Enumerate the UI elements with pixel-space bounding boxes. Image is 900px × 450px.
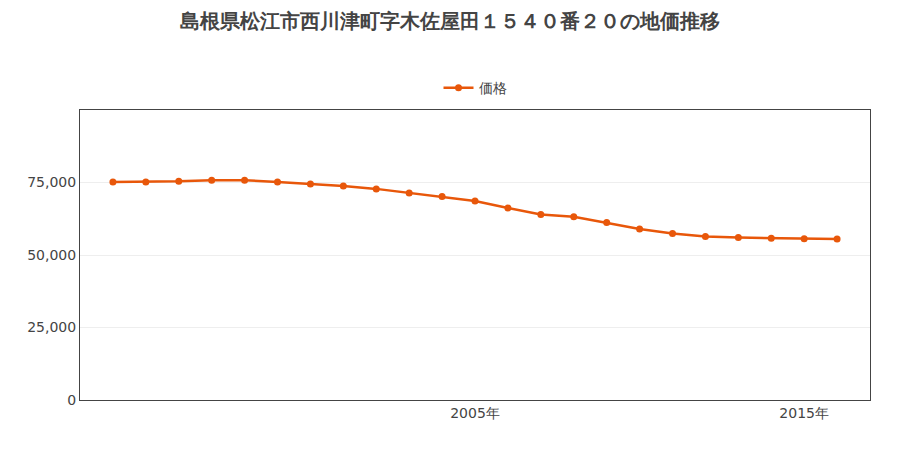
svg-text:2015年: 2015年 [779,405,829,421]
svg-text:2005年: 2005年 [450,405,500,421]
svg-text:0: 0 [67,392,76,408]
svg-text:価格: 価格 [479,80,507,96]
svg-text:75,000: 75,000 [27,174,76,190]
svg-text:25,000: 25,000 [27,319,76,335]
svg-text:50,000: 50,000 [27,247,76,263]
svg-text:島根県松江市西川津町字木佐屋田１５４０番２０の地価推移: 島根県松江市西川津町字木佐屋田１５４０番２０の地価推移 [180,9,720,33]
